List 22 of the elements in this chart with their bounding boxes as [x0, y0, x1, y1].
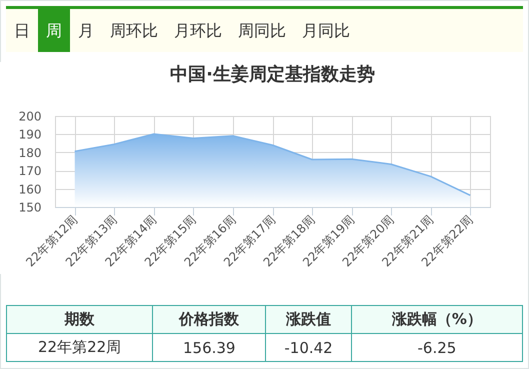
y-tick-label: 170 — [18, 164, 42, 178]
text: 日 — [13, 20, 31, 42]
text: 价格指数 — [152, 306, 266, 334]
text: 月 — [77, 20, 95, 42]
text: 月同比 — [301, 20, 351, 42]
text: 156.39 — [152, 334, 266, 362]
text: 周 — [38, 9, 70, 52]
y-tick-label: 200 — [18, 110, 42, 124]
y-tick-label: 160 — [18, 182, 42, 196]
text: 月环比 — [173, 20, 223, 42]
text: 涨跌值 — [266, 306, 352, 334]
chart-title: 中国·生姜周定基指数走势 — [170, 63, 375, 85]
text: 周同比 — [237, 20, 287, 42]
y-tick-label: 190 — [18, 128, 42, 142]
text: 涨跌幅（%） — [351, 306, 522, 334]
text: -6.25 — [351, 334, 522, 362]
text: 22年第22周 — [6, 334, 153, 362]
text: -10.42 — [266, 334, 352, 362]
y-tick-label: 180 — [18, 146, 42, 160]
text: 周环比 — [109, 20, 159, 42]
text: 期数 — [6, 306, 153, 334]
y-tick-label: 150 — [18, 200, 42, 214]
